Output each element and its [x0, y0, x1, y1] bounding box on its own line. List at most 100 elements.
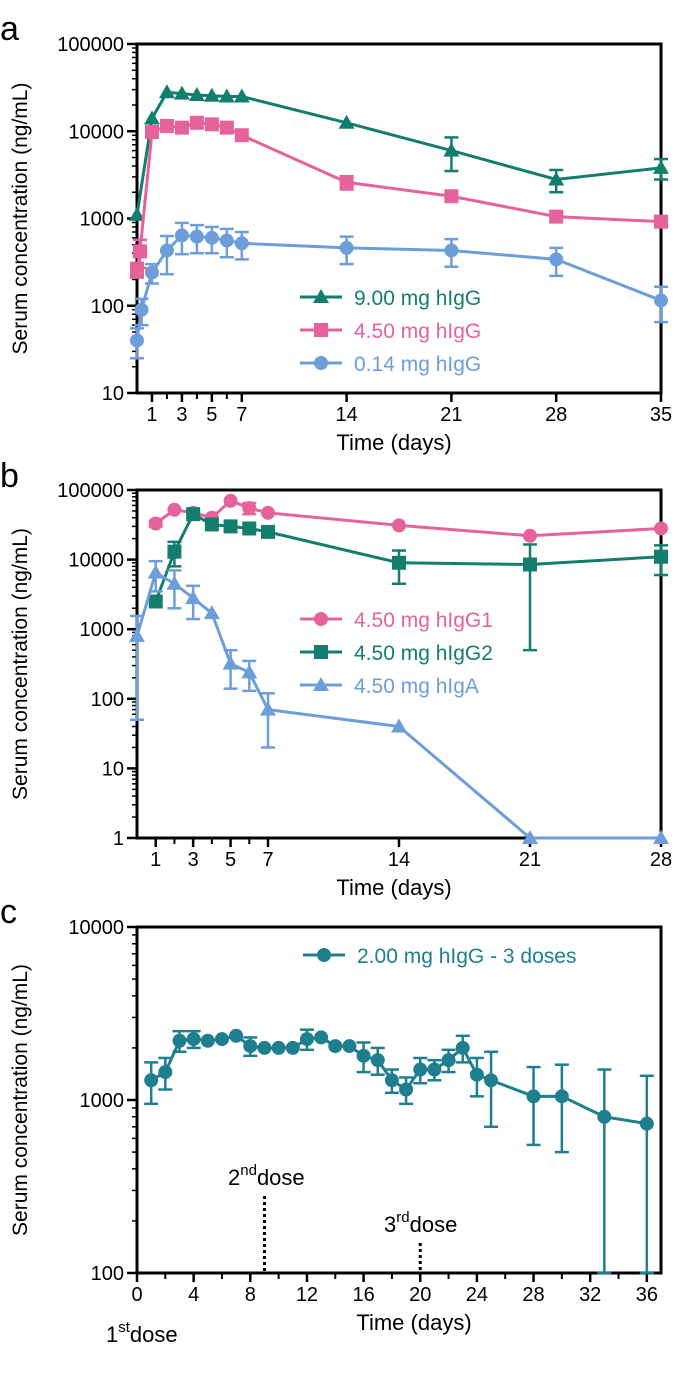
y-tick-label: 10000	[68, 121, 124, 143]
legend-entry: 4.50 mg hIgG	[300, 320, 481, 343]
data-point	[241, 664, 258, 679]
y-tick-label: 1000	[80, 209, 125, 231]
data-point	[243, 1039, 258, 1054]
dose-word: dose	[257, 1165, 305, 1190]
data-point	[392, 518, 406, 533]
data-point	[444, 243, 459, 258]
data-point	[597, 1109, 612, 1124]
x-tick-label: 1	[150, 849, 161, 871]
dose-superscript: rd	[396, 1209, 409, 1226]
data-point	[271, 1040, 286, 1055]
data-point	[455, 1040, 470, 1055]
data-point	[223, 493, 238, 508]
data-point	[338, 114, 355, 129]
series-line	[135, 121, 662, 270]
legend-label: 2.00 mg hIgG - 3 doses	[357, 945, 576, 968]
data-point	[242, 521, 257, 536]
y-tick-label: 10	[102, 383, 124, 405]
panel-label: b	[0, 457, 19, 495]
legend-marker	[314, 645, 328, 659]
data-point	[229, 1028, 244, 1043]
series-line	[135, 90, 662, 216]
data-point	[391, 718, 407, 733]
data-point	[441, 1053, 456, 1068]
dose-label: 3rddose	[384, 1209, 457, 1237]
data-point	[189, 229, 204, 244]
dose-label: 2nddose	[228, 1162, 305, 1190]
data-point	[219, 233, 234, 248]
data-point	[523, 528, 537, 543]
data-point	[203, 605, 220, 620]
dose-superscript: st	[118, 1319, 131, 1336]
legend-label: 4.50 mg hIgG	[354, 320, 481, 343]
data-point	[148, 594, 163, 609]
data-point	[144, 125, 159, 140]
data-point	[314, 1030, 329, 1045]
legend-entry: 4.50 mg hIgG1	[300, 609, 493, 632]
data-point	[223, 519, 238, 534]
legend-label: 4.50 mg hIgG2	[354, 642, 493, 665]
y-tick-label: 100	[91, 689, 124, 711]
dose-number: 1	[106, 1322, 118, 1347]
dose-superscript: nd	[240, 1162, 257, 1179]
data-point	[214, 1032, 229, 1047]
legend-marker	[313, 677, 329, 691]
data-point	[427, 1062, 442, 1077]
data-point	[167, 544, 182, 559]
data-point	[233, 88, 250, 103]
x-tick-label: 0	[131, 1284, 142, 1306]
series-line	[154, 512, 662, 603]
data-point	[172, 1033, 187, 1048]
x-tick-label: 16	[352, 1284, 374, 1306]
data-point	[653, 159, 669, 174]
series-2-00-mg-higg-3-doses	[144, 1028, 654, 1275]
x-tick-label: 4	[188, 1284, 199, 1306]
data-point	[144, 265, 159, 280]
data-point	[148, 516, 163, 531]
data-point	[234, 236, 249, 251]
y-tick-label: 100	[91, 1263, 124, 1285]
y-axis-title: Serum concentration (ng/mL)	[9, 964, 32, 1236]
dose-annotation: 2nddose	[228, 1162, 305, 1273]
data-point	[522, 830, 538, 844]
legend-entry: 4.50 mg hIgA	[300, 675, 479, 698]
data-point	[392, 555, 406, 570]
dose-number: 2	[228, 1165, 240, 1190]
series-4-50-mg-higg	[130, 115, 668, 279]
x-axis-title: Time (days)	[356, 1310, 471, 1335]
data-point	[204, 517, 219, 532]
data-point	[654, 521, 668, 536]
data-point	[174, 120, 189, 135]
data-point	[188, 87, 205, 102]
y-axis-title: Serum concentration (ng/mL)	[9, 528, 32, 800]
data-point	[260, 701, 276, 716]
x-tick-label: 8	[245, 1284, 256, 1306]
data-point	[159, 243, 174, 258]
series-line	[154, 499, 662, 538]
x-tick-label: 5	[225, 849, 236, 871]
x-tick-label: 28	[650, 849, 672, 871]
legend-entry: 2.00 mg hIgG - 3 doses	[303, 945, 576, 968]
y-tick-label: 1000	[80, 1090, 125, 1112]
x-tick-label: 36	[636, 1284, 658, 1306]
x-tick-label: 28	[522, 1284, 544, 1306]
panel-label: c	[0, 893, 17, 931]
x-tick-label: 14	[388, 849, 410, 871]
x-tick-label: 14	[335, 404, 357, 426]
legend-entry: 0.14 mg hIgG	[300, 353, 481, 376]
legend-marker	[313, 289, 329, 303]
data-point	[130, 333, 144, 348]
series-0-14-mg-higg	[130, 221, 668, 360]
y-tick-label: 10000	[68, 917, 124, 939]
data-point	[654, 293, 668, 308]
legend-marker	[314, 323, 328, 337]
data-point	[342, 1039, 357, 1054]
data-point	[654, 549, 668, 564]
data-point	[413, 1062, 428, 1077]
data-point	[129, 206, 145, 221]
data-point	[444, 189, 459, 204]
dose-word: dose	[410, 1212, 458, 1237]
data-point	[339, 175, 354, 190]
y-tick-label: 1	[113, 828, 124, 850]
dose-annotation: 1stdose	[106, 1319, 178, 1347]
